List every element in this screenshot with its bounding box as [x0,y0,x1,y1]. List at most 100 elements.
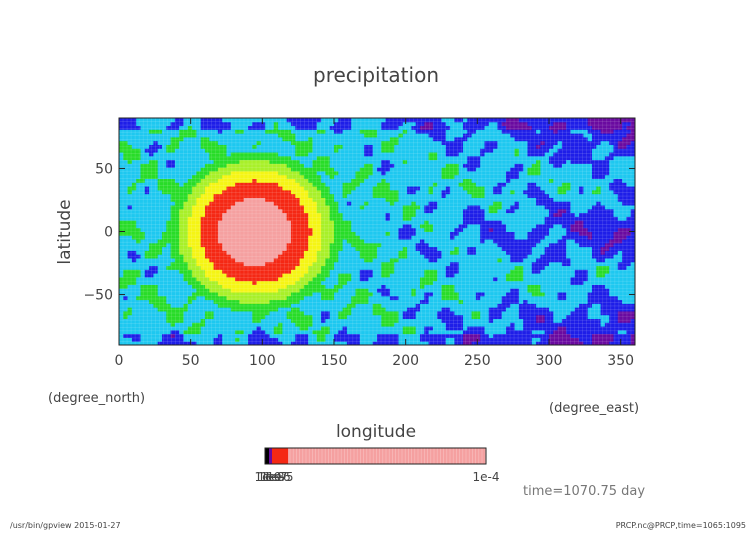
contour-cell [248,322,253,327]
contour-cell [471,223,477,229]
contour-cell [467,129,473,134]
contour-cell [256,227,262,232]
contour-cell [295,242,301,248]
contour-cell [209,216,215,221]
contour-cell [239,314,245,320]
contour-cell [265,148,270,153]
contour-cell [196,220,202,225]
contour-cell [217,163,223,168]
contour-cell [205,133,210,138]
contour-cell [441,170,447,176]
contour-cell [282,303,288,308]
contour-cell [424,307,430,312]
contour-cell [222,326,227,331]
contour-cell [321,250,326,255]
contour-cell [136,318,141,323]
contour-cell [441,186,447,191]
contour-cell [445,216,451,221]
contour-cell [381,295,387,301]
contour-cell [437,318,442,323]
contour-cell [407,163,412,168]
contour-cell [359,288,365,293]
contour-cell [162,276,167,282]
contour-cell [295,246,301,251]
contour-cell [149,314,154,320]
contour-cell [346,155,352,161]
contour-cell [454,152,460,157]
contour-cell [286,193,292,198]
contour-cell [359,280,365,285]
contour-cell [187,333,193,338]
contour-cell [402,235,408,240]
contour-cell [144,136,150,142]
contour-cell [359,197,365,202]
contour-cell [153,239,159,244]
contour-cell [445,303,451,308]
contour-cell [217,322,223,327]
contour-cell [372,220,378,225]
contour-cell [149,310,154,316]
contour-cell [162,307,167,312]
contour-cell [432,212,438,217]
contour-cell [149,201,154,206]
contour-cell [458,144,464,149]
contour-cell [213,182,219,187]
contour-cell [346,314,352,320]
contour-cell [467,186,473,191]
contour-cell [445,276,451,282]
contour-cell [359,144,365,149]
contour-cell [136,216,141,221]
contour-cell [398,155,404,161]
contour-cell [205,170,210,176]
contour-cell [411,333,417,338]
contour-cell [273,299,279,304]
contour-cell [286,144,292,149]
contour-cell [329,307,335,312]
contour-cell [415,257,421,263]
contour-cell [321,231,326,236]
contour-cell [157,144,163,149]
contour-cell [372,163,378,168]
contour-cell [265,220,270,225]
contour-cell [428,197,434,202]
contour-cell [458,273,464,278]
contour-cell [162,201,167,206]
contour-cell [157,197,163,202]
contour-cell [179,322,184,327]
contour-cell [230,318,236,323]
contour-cell [179,193,184,198]
contour-cell [441,201,447,206]
contour-cell [166,242,172,248]
contour-cell [131,261,137,267]
contour-cell [127,133,133,138]
contour-cell [303,189,309,195]
contour-cell [213,216,219,221]
contour-cell [359,174,365,180]
contour-cell [454,265,460,270]
contour-cell [196,140,202,145]
contour-cell [467,246,473,251]
contour-cell [351,167,356,172]
contour-cell [153,303,159,308]
contour-cell [334,144,339,149]
contour-cell [346,182,352,187]
contour-cell [127,186,133,191]
contour-cell [441,322,447,327]
contour-cell [441,288,447,293]
contour-cell [308,288,313,293]
contour-cell [338,148,344,153]
contour-cell [420,197,425,202]
contour-cell [265,186,270,191]
contour-cell [458,170,464,176]
contour-cell [252,208,258,214]
contour-cell [424,231,430,236]
contour-cell [256,337,262,342]
contour-cell [157,140,163,145]
contour-cell [428,155,434,161]
contour-cell [187,133,193,138]
contour-cell [196,257,202,263]
contour-cell [334,182,339,187]
contour-cell [351,269,356,274]
contour-cell [321,174,326,180]
contour-cell [144,144,150,149]
